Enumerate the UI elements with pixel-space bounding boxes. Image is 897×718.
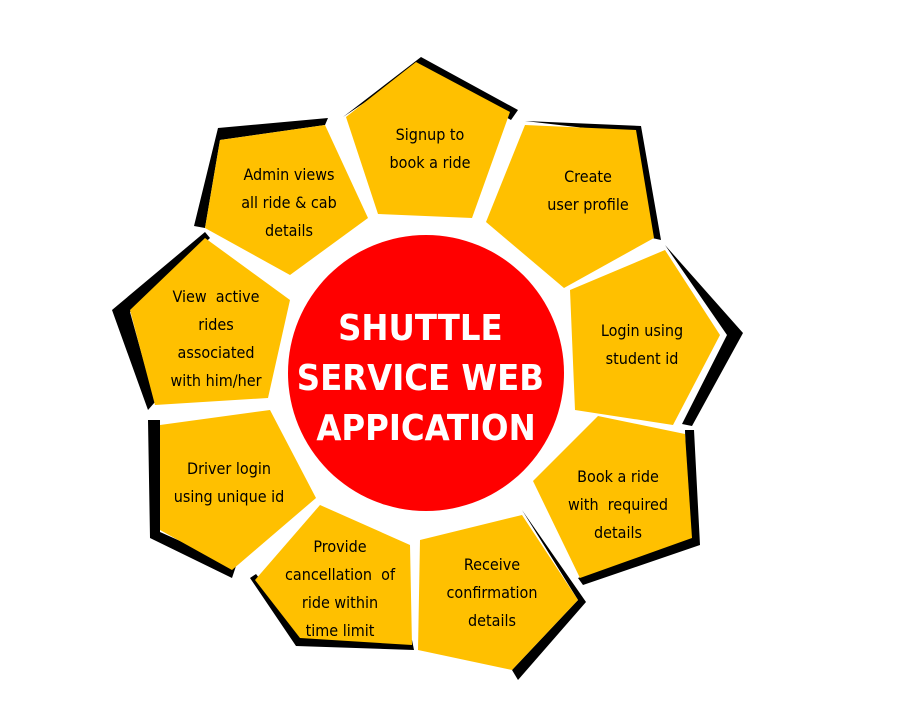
step-6-label-line-2: cancellation of [285, 565, 396, 584]
step-2-shape [486, 125, 654, 288]
step-9-shape [205, 125, 368, 275]
step-9-label-line-1: Admin views [243, 165, 334, 184]
step-6-border [250, 574, 414, 650]
step-5-petal: Receive confirmation details [418, 510, 586, 680]
step-4-label-line-2: with required [568, 495, 668, 514]
step-8-petal: View active rides associated with him/her [112, 232, 290, 410]
step-7-border [148, 420, 236, 578]
step-7-label-line-2: using unique id [174, 487, 285, 506]
step-4-border [578, 430, 700, 585]
step-6-shape [255, 505, 412, 645]
center-title-line-2: SERVICE WEB [297, 358, 544, 399]
step-5-shape [418, 515, 578, 670]
step-8-label-line-2: rides [198, 315, 233, 334]
step-3-label: Login using student id [601, 321, 683, 368]
center-title-line-3: APPICATION [316, 408, 535, 449]
step-2-petal: Create user profile [486, 121, 661, 288]
center-circle [288, 235, 564, 511]
step-7-label: Driver login using unique id [174, 459, 285, 506]
step-6-label: Provide cancellation of ride within time li… [285, 537, 396, 640]
center-hub: SHUTTLE SERVICE WEB APPICATION [288, 235, 564, 511]
step-5-label: Receive confirmation details [447, 555, 538, 630]
center-title-line-1: SHUTTLE [338, 308, 503, 349]
step-1-petal: Signup to book a ride [343, 57, 518, 218]
step-9-label-line-3: details [265, 221, 313, 240]
step-8-label-line-1: View active [172, 287, 259, 306]
step-1-label-line-1: Signup to [396, 125, 465, 144]
step-7-petal: Driver login using unique id [148, 410, 316, 578]
step-7-label-line-1: Driver login [187, 459, 271, 478]
step-9-label: Admin views all ride & cab details [241, 165, 337, 240]
step-6-label-line-3: ride within [302, 593, 378, 612]
step-2-label: Create user profile [547, 167, 629, 214]
step-4-label: Book a ride with required details [568, 467, 668, 542]
step-8-border [112, 232, 210, 410]
step-9-label-line-2: all ride & cab [241, 193, 337, 212]
step-3-petal: Login using student id [570, 245, 743, 426]
step-9-petal: Admin views all ride & cab details [194, 118, 368, 275]
step-8-label-line-3: associated [178, 343, 255, 362]
step-1-label-line-2: book a ride [390, 153, 471, 172]
step-5-border [512, 510, 586, 680]
step-8-label-line-4: with him/her [170, 371, 261, 390]
step-4-shape [533, 416, 692, 578]
step-2-label-line-2: user profile [547, 195, 629, 214]
step-3-shape [570, 250, 720, 425]
step-6-label-line-1: Provide [313, 537, 366, 556]
step-7-shape [160, 410, 316, 570]
svg-text:SHUTTLE SERVICE WEB: SHUTTLE SERVICE WEB APPICATION [297, 308, 556, 449]
step-4-label-line-3: details [594, 523, 642, 542]
step-4-petal: Book a ride with required details [533, 416, 700, 585]
step-5-label-line-3: details [468, 611, 516, 630]
step-3-label-line-1: Login using [601, 321, 683, 340]
step-1-shape [346, 62, 510, 218]
step-1-label: Signup to book a ride [390, 125, 471, 172]
step-5-label-line-1: Receive [464, 555, 520, 574]
step-8-shape [130, 238, 290, 405]
step-6-petal: Provide cancellation of ride within time li… [250, 505, 414, 650]
step-3-border [665, 245, 743, 426]
step-2-label-line-1: Create [564, 167, 612, 186]
step-8-label: View active rides associated with him/her [170, 287, 261, 390]
steps-ring: Signup to book a ride Create user profile Lo… [112, 57, 743, 680]
step-4-label-line-1: Book a ride [577, 467, 659, 486]
step-3-label-line-2: student id [606, 349, 679, 368]
step-6-label-line-4: time limit [306, 621, 375, 640]
step-5-label-line-2: confirmation [447, 583, 538, 602]
